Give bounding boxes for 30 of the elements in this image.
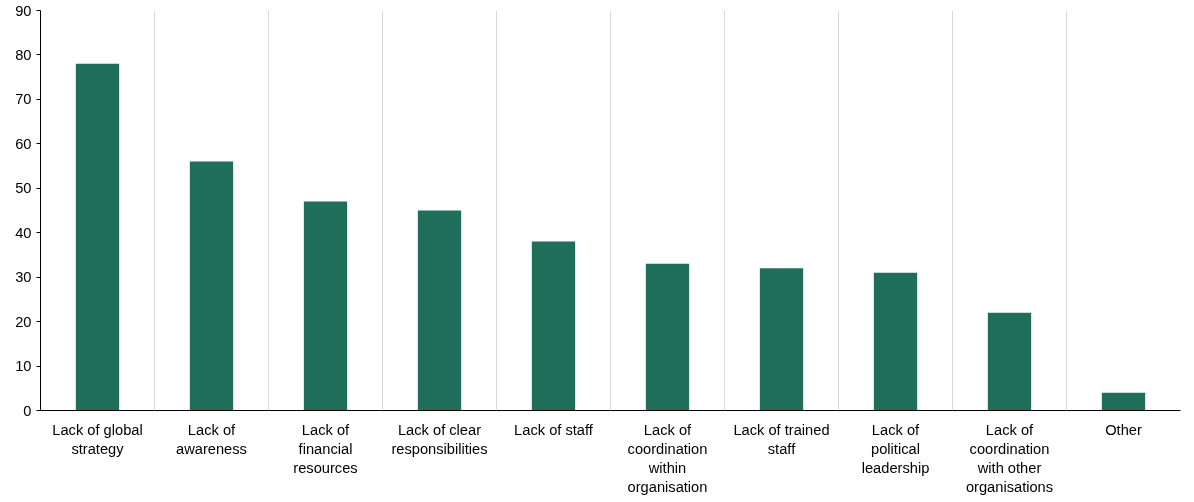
y-tick-label: 50 [15, 180, 32, 197]
y-tick-label: 10 [15, 358, 32, 375]
x-tick-label: Lack of staff [514, 421, 594, 438]
y-tick-label: 80 [15, 46, 32, 63]
y-tick-label: 0 [23, 402, 32, 419]
bar [531, 241, 576, 411]
x-tick-label: Lack of political leadership [861, 421, 930, 476]
x-tick-label: Lack of awareness [176, 421, 247, 457]
x-tick-label: Other [1105, 421, 1142, 438]
bar [303, 201, 348, 411]
x-tick-label: Lack of coordination within organisation [627, 421, 708, 496]
y-tick-label: 90 [15, 2, 32, 19]
y-tick-label: 40 [15, 224, 32, 241]
bar [759, 268, 804, 411]
bar [1101, 392, 1146, 411]
x-tick-label: Lack of clear responsibilities [391, 421, 488, 457]
bar [873, 272, 918, 411]
x-tick-label: Lack of financial resources [293, 421, 358, 476]
y-tick-label: 30 [15, 269, 32, 286]
y-tick-label: 60 [15, 135, 32, 152]
bar [645, 263, 690, 411]
bar [189, 161, 234, 411]
bar [987, 312, 1032, 411]
x-tick-label: Lack of trained staff [733, 421, 830, 457]
y-tick-label: 20 [15, 313, 32, 330]
y-tick-label: 70 [15, 91, 32, 108]
bar [75, 63, 120, 411]
bar [417, 210, 462, 411]
x-tick-label: Lack of coordination with other organisations [965, 421, 1054, 496]
x-tick-label: Lack of global strategy [52, 421, 143, 457]
